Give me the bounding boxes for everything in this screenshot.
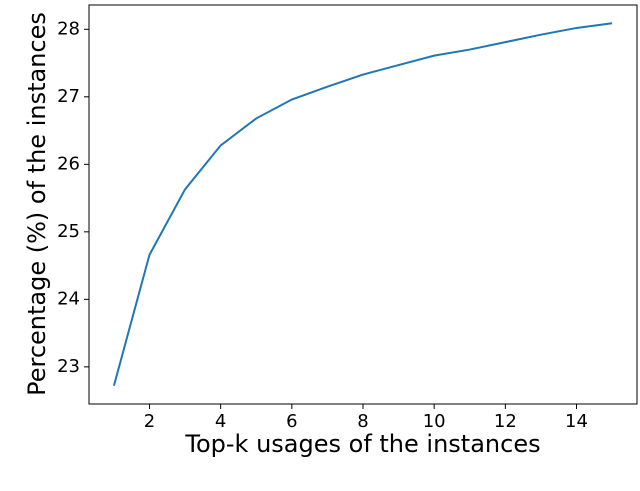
- x-tick-label: 10: [423, 411, 446, 432]
- plot-frame: [88, 4, 638, 405]
- y-tick-label: 26: [57, 153, 80, 174]
- x-tick-label: 2: [144, 411, 155, 432]
- x-tick-label: 14: [565, 411, 588, 432]
- y-tick-label: 23: [57, 356, 80, 377]
- y-tick-label: 28: [57, 18, 80, 39]
- x-tick-label: 8: [357, 411, 368, 432]
- x-axis-label: Top-k usages of the instances: [184, 430, 540, 458]
- x-tick-label: 4: [215, 411, 226, 432]
- y-axis-label: Percentage (%) of the instances: [23, 12, 51, 396]
- y-tick-label: 25: [57, 221, 80, 242]
- x-tick-label: 6: [286, 411, 297, 432]
- line: [112, 22, 613, 387]
- x-tick-label: 12: [494, 411, 517, 432]
- y-tick-label: 24: [57, 288, 80, 309]
- y-tick-label: 27: [57, 86, 80, 107]
